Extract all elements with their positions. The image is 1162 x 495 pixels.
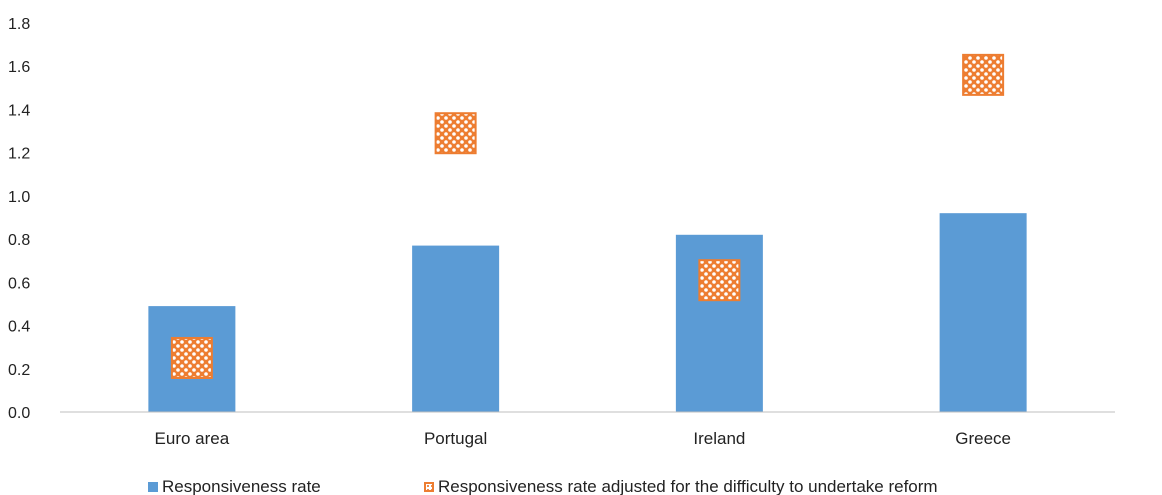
y-tick-label: 0.6 <box>8 275 30 292</box>
marker-point <box>434 112 477 155</box>
y-axis: 0.0 0.2 0.4 0.6 0.8 1.0 1.2 1.4 1.6 1.8 <box>8 16 30 422</box>
y-tick-label: 1.0 <box>8 189 30 206</box>
legend-swatch-marker <box>424 481 434 492</box>
x-tick-label: Ireland <box>693 429 745 448</box>
marker-point <box>170 336 213 379</box>
marker-point <box>698 259 741 302</box>
legend-item-responsiveness-rate: Responsiveness rate <box>148 478 321 495</box>
plot-area <box>148 53 1027 412</box>
y-tick-label: 1.4 <box>8 102 30 119</box>
y-tick-label: 0.0 <box>8 405 30 422</box>
chart-svg: 0.0 0.2 0.4 0.6 0.8 1.0 1.2 1.4 1.6 1.8 Euro area… <box>8 16 1115 448</box>
bar <box>939 213 1027 412</box>
y-tick-label: 0.2 <box>8 362 30 379</box>
y-tick-label: 0.8 <box>8 232 30 249</box>
legend-item-adjusted-rate: Responsiveness rate adjusted for the dif… <box>424 478 938 495</box>
x-axis: Euro area Portugal Ireland Greece <box>60 411 1115 448</box>
y-tick-label: 1.8 <box>8 16 30 33</box>
x-tick-label: Euro area <box>155 429 230 448</box>
legend: Responsiveness rate Responsiveness rate … <box>0 474 1162 495</box>
marker-point <box>962 53 1005 96</box>
y-tick-label: 0.4 <box>8 319 30 336</box>
y-tick-label: 1.2 <box>8 146 30 163</box>
x-tick-label: Greece <box>955 429 1011 448</box>
legend-swatch-bar <box>148 481 158 492</box>
x-tick-label: Portugal <box>424 429 487 448</box>
bar <box>412 245 500 412</box>
legend-label: Responsiveness rate <box>162 477 321 495</box>
y-tick-label: 1.6 <box>8 59 30 76</box>
legend-label: Responsiveness rate adjusted for the dif… <box>438 477 938 495</box>
